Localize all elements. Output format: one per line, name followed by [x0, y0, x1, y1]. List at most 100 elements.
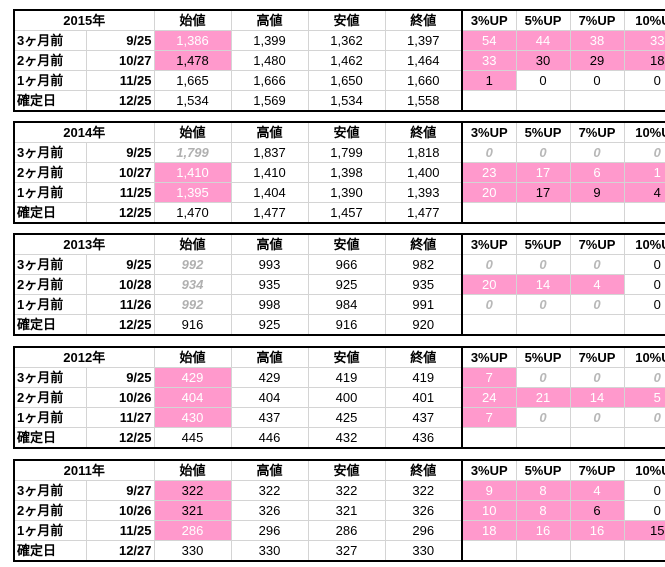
cell-up7[interactable]: 38 — [570, 30, 625, 51]
cell-open[interactable]: 1,799 — [154, 142, 232, 163]
cell-high[interactable]: 998 — [231, 294, 309, 315]
row-date[interactable]: 9/25 — [86, 367, 155, 388]
cell-up7[interactable]: 16 — [570, 520, 625, 541]
year-label[interactable]: 2014年 — [14, 122, 155, 143]
cell-up3[interactable]: 10 — [462, 500, 517, 521]
cell-low[interactable]: 425 — [308, 407, 386, 428]
cell-up7[interactable] — [570, 427, 625, 448]
row-label[interactable]: 3ヶ月前 — [14, 254, 87, 275]
header-high[interactable]: 高値 — [231, 122, 309, 143]
header-low[interactable]: 安値 — [308, 122, 386, 143]
cell-up10[interactable]: 0 — [624, 254, 665, 275]
cell-close[interactable]: 1,660 — [385, 70, 464, 91]
cell-up5[interactable]: 14 — [516, 274, 571, 295]
row-date[interactable]: 12/25 — [86, 202, 155, 223]
cell-low[interactable]: 1,457 — [308, 202, 386, 223]
cell-up3[interactable]: 20 — [462, 274, 517, 295]
cell-up3[interactable]: 33 — [462, 50, 517, 71]
cell-up3[interactable] — [462, 90, 517, 111]
header-low[interactable]: 安値 — [308, 234, 386, 255]
row-label[interactable]: 1ヶ月前 — [14, 182, 87, 203]
cell-high[interactable]: 1,410 — [231, 162, 309, 183]
header-close[interactable]: 終値 — [385, 460, 464, 481]
cell-up7[interactable]: 0 — [570, 294, 625, 315]
cell-close[interactable]: 326 — [385, 500, 464, 521]
header-up5[interactable]: 5%UP — [516, 10, 571, 31]
cell-up10[interactable]: 0 — [624, 142, 665, 163]
cell-close[interactable]: 1,818 — [385, 142, 464, 163]
cell-up3[interactable]: 0 — [462, 254, 517, 275]
cell-up7[interactable]: 0 — [570, 142, 625, 163]
cell-up7[interactable]: 4 — [570, 480, 625, 501]
row-label[interactable]: 2ヶ月前 — [14, 500, 87, 521]
cell-high[interactable]: 446 — [231, 427, 309, 448]
cell-low[interactable]: 432 — [308, 427, 386, 448]
cell-up5[interactable]: 17 — [516, 162, 571, 183]
cell-up10[interactable] — [624, 91, 665, 112]
cell-open[interactable]: 1,410 — [154, 162, 232, 183]
header-up10[interactable]: 10%UP — [624, 122, 665, 143]
cell-high[interactable]: 296 — [231, 520, 309, 541]
cell-up7[interactable]: 0 — [570, 70, 625, 91]
header-low[interactable]: 安値 — [308, 460, 386, 481]
header-up10[interactable]: 10%UP — [624, 347, 665, 368]
cell-high[interactable]: 1,569 — [231, 90, 309, 111]
cell-open[interactable]: 1,478 — [154, 50, 232, 71]
cell-up10[interactable]: 5 — [624, 387, 665, 408]
header-close[interactable]: 終値 — [385, 122, 464, 143]
cell-up7[interactable]: 4 — [570, 274, 625, 295]
row-date[interactable]: 11/26 — [86, 294, 155, 315]
header-open[interactable]: 始値 — [154, 347, 232, 368]
header-high[interactable]: 高値 — [231, 460, 309, 481]
row-label[interactable]: 1ヶ月前 — [14, 407, 87, 428]
row-label[interactable]: 確定日 — [14, 202, 87, 223]
header-up3[interactable]: 3%UP — [462, 460, 517, 481]
cell-up7[interactable]: 0 — [570, 407, 625, 428]
cell-close[interactable]: 1,477 — [385, 202, 464, 223]
cell-low[interactable]: 1,462 — [308, 50, 386, 71]
cell-low[interactable]: 419 — [308, 367, 386, 388]
header-close[interactable]: 終値 — [385, 234, 464, 255]
cell-open[interactable]: 286 — [154, 520, 232, 541]
year-label[interactable]: 2013年 — [14, 234, 155, 255]
cell-low[interactable]: 321 — [308, 500, 386, 521]
cell-up3[interactable]: 7 — [462, 407, 517, 428]
cell-open[interactable]: 430 — [154, 407, 232, 428]
row-date[interactable]: 12/25 — [86, 427, 155, 448]
cell-open[interactable]: 934 — [154, 274, 232, 295]
cell-up10[interactable] — [624, 315, 665, 336]
cell-low[interactable]: 1,398 — [308, 162, 386, 183]
cell-low[interactable]: 327 — [308, 540, 386, 561]
cell-high[interactable]: 925 — [231, 314, 309, 335]
cell-up3[interactable]: 0 — [462, 294, 517, 315]
cell-low[interactable]: 1,390 — [308, 182, 386, 203]
header-up5[interactable]: 5%UP — [516, 122, 571, 143]
cell-high[interactable]: 1,837 — [231, 142, 309, 163]
cell-up3[interactable]: 18 — [462, 520, 517, 541]
header-high[interactable]: 高値 — [231, 234, 309, 255]
cell-low[interactable]: 1,650 — [308, 70, 386, 91]
row-label[interactable]: 3ヶ月前 — [14, 367, 87, 388]
row-date[interactable]: 10/27 — [86, 50, 155, 71]
cell-high[interactable]: 1,480 — [231, 50, 309, 71]
cell-up3[interactable] — [462, 427, 517, 448]
cell-up10[interactable]: 0 — [624, 274, 665, 295]
cell-low[interactable]: 286 — [308, 520, 386, 541]
cell-open[interactable]: 330 — [154, 540, 232, 561]
header-up10[interactable]: 10%UP — [624, 234, 665, 255]
cell-up3[interactable]: 9 — [462, 480, 517, 501]
cell-low[interactable]: 925 — [308, 274, 386, 295]
header-close[interactable]: 終値 — [385, 347, 464, 368]
cell-high[interactable]: 1,399 — [231, 30, 309, 51]
cell-up5[interactable]: 0 — [516, 407, 571, 428]
cell-high[interactable]: 326 — [231, 500, 309, 521]
cell-up5[interactable]: 30 — [516, 50, 571, 71]
cell-close[interactable]: 401 — [385, 387, 464, 408]
cell-up10[interactable] — [624, 203, 665, 224]
cell-close[interactable]: 982 — [385, 254, 464, 275]
cell-close[interactable]: 935 — [385, 274, 464, 295]
row-label[interactable]: 確定日 — [14, 427, 87, 448]
row-date[interactable]: 11/25 — [86, 520, 155, 541]
cell-up10[interactable]: 0 — [624, 294, 665, 315]
cell-low[interactable]: 966 — [308, 254, 386, 275]
